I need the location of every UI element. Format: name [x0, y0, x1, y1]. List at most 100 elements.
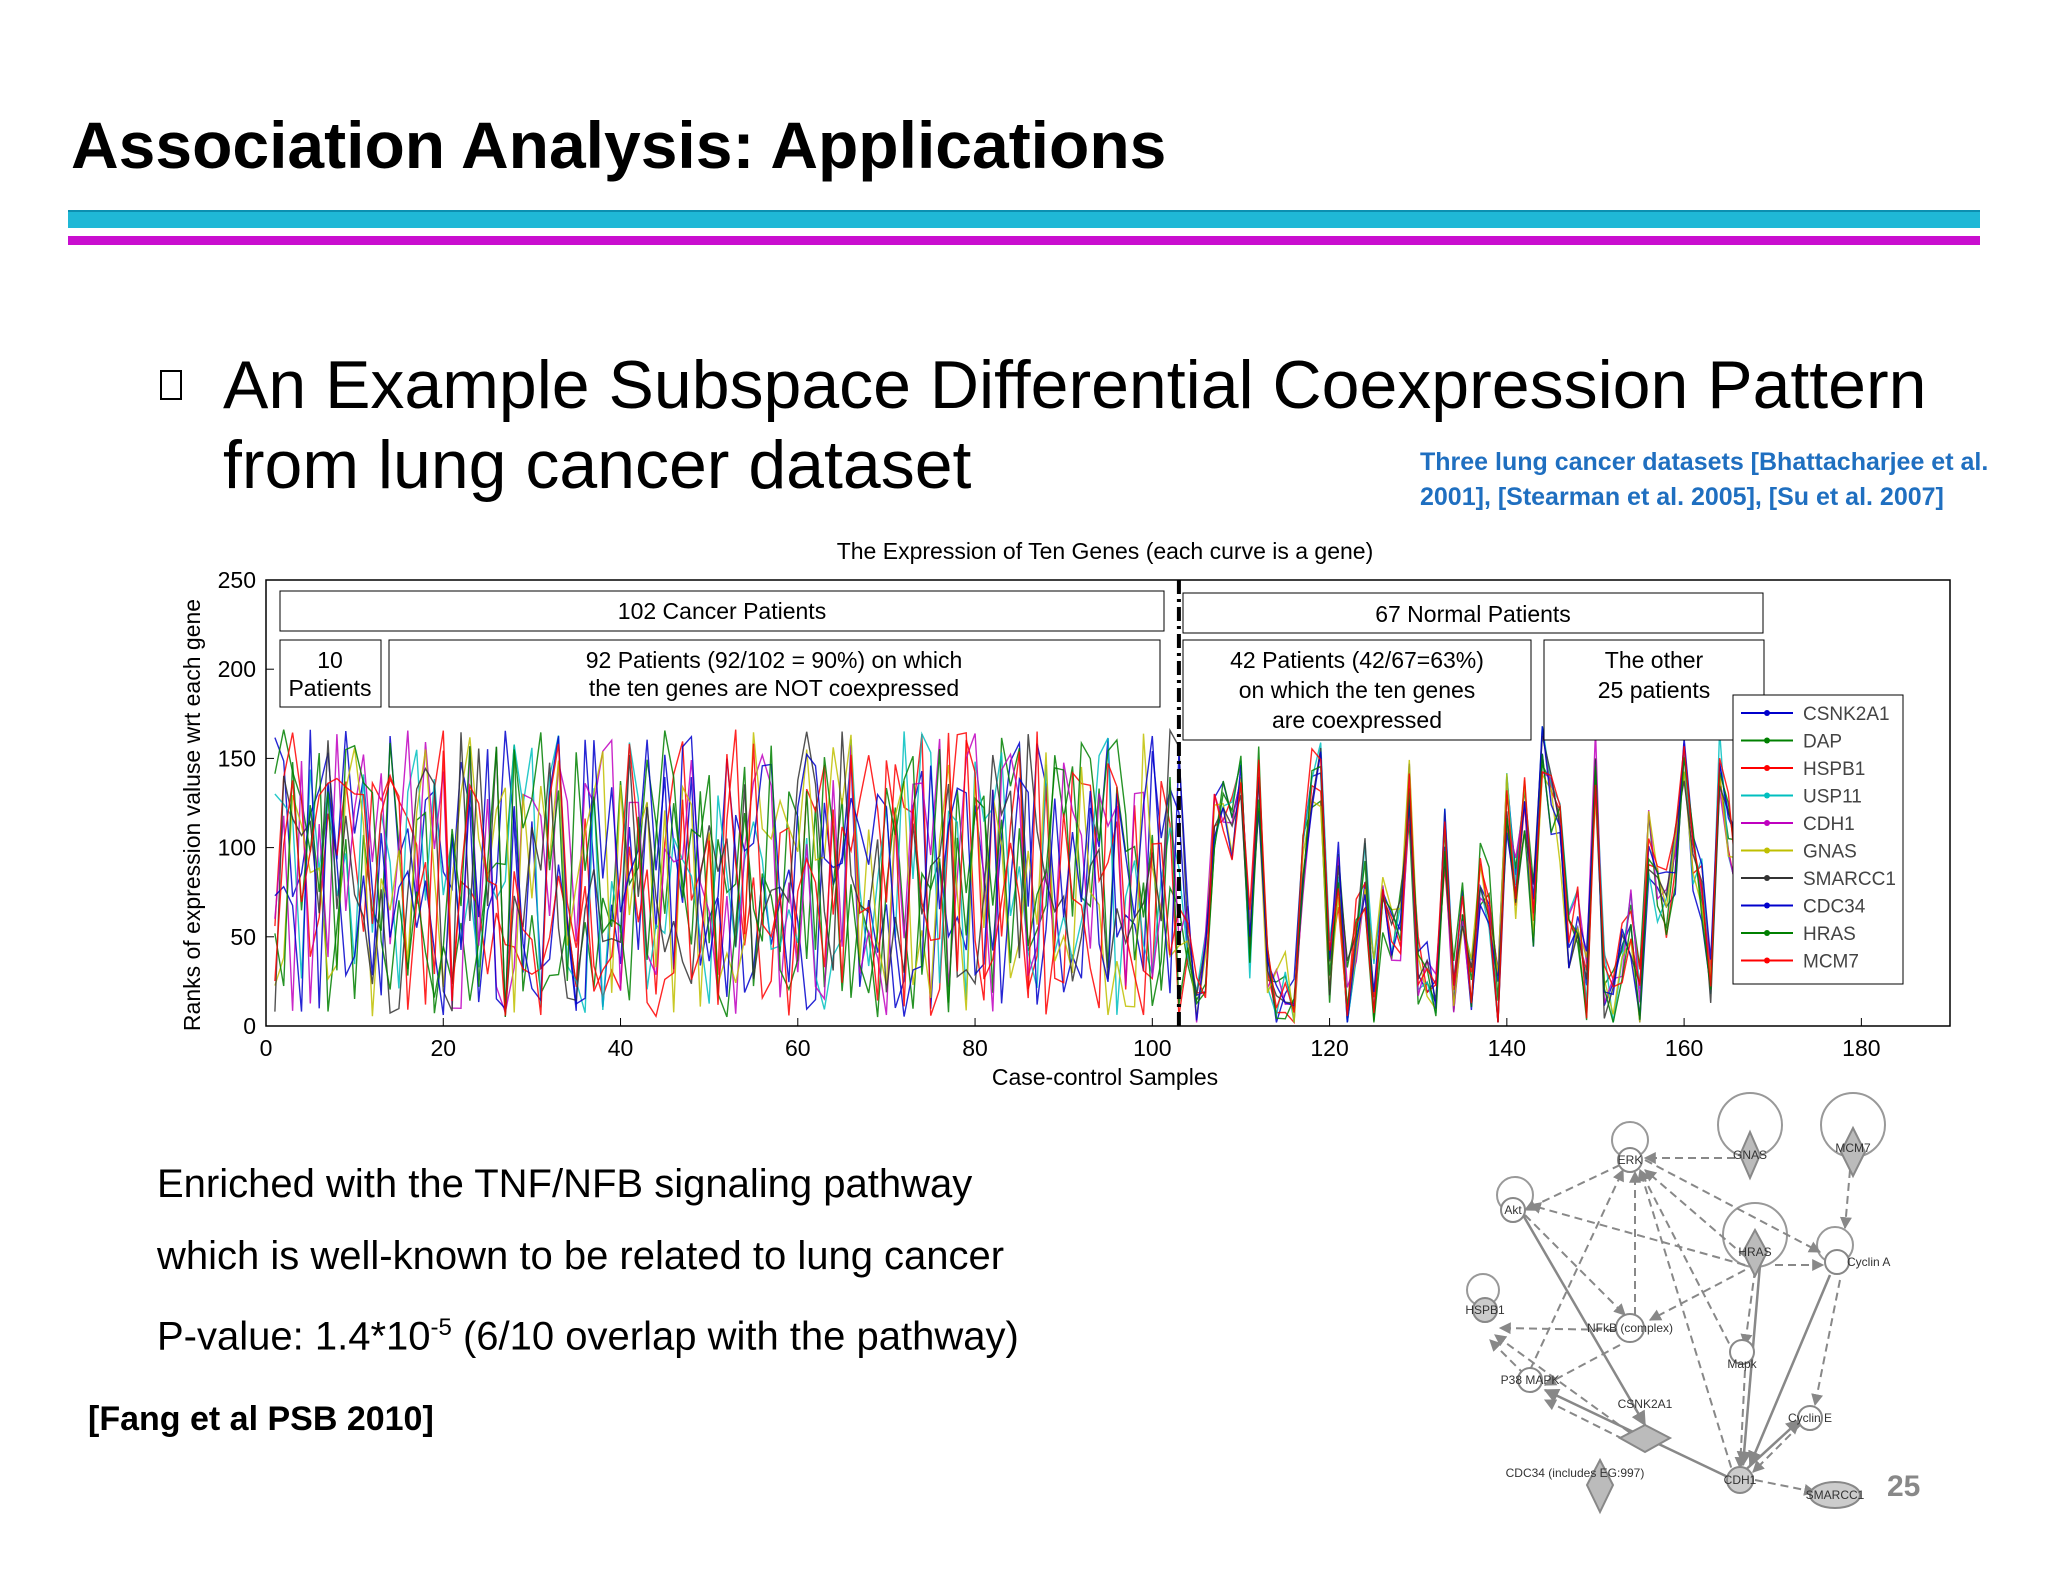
x-tick-label: 20: [430, 1035, 456, 1061]
bullet-line-2: from lung cancer dataset: [223, 427, 972, 503]
legend-label: GNAS: [1803, 842, 1857, 863]
legend-marker: [1764, 710, 1770, 716]
legend-marker: [1764, 930, 1770, 936]
legend-label: HRAS: [1803, 924, 1856, 945]
cancer-label: 102 Cancer Patients: [618, 598, 826, 624]
edge-cycline-cdh1: [1752, 1424, 1801, 1473]
legend-label: USP11: [1803, 787, 1862, 808]
y-tick-label: 250: [218, 567, 256, 593]
edge-hras-nfkb: [1648, 1269, 1746, 1321]
node-cdc34: [1585, 1457, 1615, 1515]
edge-akt-nfkb: [1524, 1214, 1626, 1316]
node-label-mapk: Mapk: [1727, 1357, 1757, 1371]
datasets-citation: Three lung cancer datasets [Bhattacharje…: [1420, 445, 1988, 515]
edge-mcm7-cyclina: [1839, 1169, 1852, 1230]
legend-label: HSPB1: [1803, 759, 1865, 780]
expression-chart: The Expression of Ten Genes (each curve …: [179, 538, 1951, 1090]
y-tick-label: 100: [218, 835, 256, 861]
pathway-text: Enriched with the TNF/NFB signaling path…: [157, 1148, 1019, 1372]
ten-label-1: 10: [317, 647, 343, 673]
p92-label-2: the ten genes are NOT coexpressed: [589, 675, 959, 701]
other-box: [1543, 639, 1765, 741]
legend-label: SMARCC1: [1803, 869, 1896, 890]
node-label-akt: Akt: [1504, 1203, 1522, 1217]
p92-box: [388, 639, 1161, 708]
edge-erk-akt: [1523, 1164, 1621, 1211]
x-tick-label: 160: [1665, 1035, 1703, 1061]
node-label-cdc34: CDC34 (includes EG:997): [1506, 1466, 1645, 1480]
node-cycline: [1797, 1405, 1823, 1431]
y-tick-label: 50: [230, 924, 256, 950]
p-value-exponent: -5: [430, 1314, 452, 1341]
edge-mapk-erk: [1639, 1168, 1736, 1356]
node-label-erk: ERK: [1618, 1153, 1643, 1167]
edge-p38-erk: [1529, 1168, 1624, 1371]
legend: CSNK2A1 DAP HSPB1 USP11 CDH1 GNAS SMARCC1 CDC34…: [1732, 694, 1904, 985]
pathway-line-2: which is well-known to be related to lun…: [157, 1234, 1005, 1278]
other-label-1: The other: [1605, 647, 1704, 673]
node-label-csnk: CSNK2A1: [1618, 1397, 1673, 1411]
edge-erk-cyclina: [1644, 1159, 1822, 1253]
paper-citation: [Fang et al PSB 2010]: [88, 1400, 434, 1438]
edge-cyclina-cdh1: [1748, 1274, 1832, 1467]
legend-box: [1732, 694, 1904, 985]
pathway-line-1: Enriched with the TNF/NFB signaling path…: [157, 1162, 973, 1206]
bullet-text: An Example Subspace Differential Coexpre…: [223, 345, 1926, 505]
node-label-nfkb: NFkB (complex): [1587, 1321, 1673, 1335]
legend-marker: [1764, 847, 1770, 854]
pathway-network: ERK GNAS MCM7 Akt HRAS Cyclin A HSPB1 NF…: [1465, 1092, 1890, 1515]
node-erk: [1617, 1147, 1643, 1173]
datasets-citation-line-2: 2001], [Stearman et al. 2005], [Su et al…: [1420, 483, 1944, 511]
series-lines: [274, 726, 1765, 1025]
p42-label-1: 42 Patients (42/67=63%): [1230, 647, 1484, 673]
node-label-gnas: GNAS: [1733, 1148, 1767, 1162]
node-hspb1: [1472, 1297, 1498, 1323]
edge-cdh1-cycline: [1739, 1418, 1802, 1476]
x-tick-label: 180: [1842, 1035, 1880, 1061]
node-hras: [1741, 1227, 1769, 1279]
legend-marker: [1764, 902, 1770, 909]
legend-label: DAP: [1803, 732, 1842, 753]
edge-cyclina-cycline: [1811, 1279, 1841, 1407]
cancer-box: [279, 590, 1165, 632]
p-value-suffix: (6/10 overlap with the pathway): [451, 1314, 1019, 1359]
pathway-line-3: P-value: 1.4*10-5 (6/10 overlap with the…: [157, 1292, 1019, 1372]
series-line-dap: [274, 726, 1765, 1023]
x-tick-label: 0: [260, 1035, 273, 1061]
edge-hras-cdh1: [1736, 1264, 1762, 1467]
node-label-p38: P38 MAPK: [1501, 1373, 1560, 1387]
legend-label: CDC34: [1803, 897, 1866, 918]
normal-box: [1182, 592, 1764, 634]
series-line-smarcc1: [274, 727, 1765, 1023]
edge-nfkb-hspb1: [1498, 1322, 1616, 1335]
p42-box: [1182, 639, 1532, 741]
node-label-cyclina: Cyclin A: [1847, 1255, 1890, 1269]
node-p38: [1517, 1367, 1543, 1393]
node-cyclina: [1824, 1249, 1850, 1275]
plot-frame: [265, 579, 1951, 1027]
legend-marker: [1764, 875, 1770, 881]
series-line-cdc34: [274, 726, 1765, 1023]
bullet-line-1: An Example Subspace Differential Coexpre…: [223, 347, 1927, 423]
x-tick-label: 100: [1133, 1035, 1171, 1061]
other-label-2: 25 patients: [1598, 677, 1711, 703]
legend-marker: [1764, 765, 1770, 771]
bullet-box-icon: [160, 370, 182, 400]
p92-label-1: 92 Patients (92/102 = 90%) on which: [586, 647, 963, 673]
edge-nfkb-p38: [1543, 1344, 1621, 1386]
x-tick-label: 120: [1310, 1035, 1348, 1061]
ten-box: [279, 639, 382, 708]
y-axis-label: Ranks of expression valuse wrt each gene: [179, 599, 205, 1031]
node-label-cycline: Cyclin E: [1788, 1411, 1832, 1425]
x-tick-label: 60: [785, 1035, 811, 1061]
node-label-hspb1: HSPB1: [1465, 1303, 1505, 1317]
x-tick-label: 80: [962, 1035, 988, 1061]
edge-cdh1-smarcc1: [1754, 1479, 1817, 1496]
node-label-mcm7: MCM7: [1835, 1141, 1871, 1155]
axis-ticks: 0 20 40 60 80 100 120 140 160 180 0 50 100 150 200 250: [218, 567, 1881, 1061]
x-tick-label: 40: [608, 1035, 634, 1061]
edge-hras-akt: [1528, 1202, 1746, 1266]
node-gnas: [1738, 1129, 1762, 1181]
legend-label: CDH1: [1803, 814, 1855, 835]
node-mcm7: [1839, 1125, 1867, 1179]
